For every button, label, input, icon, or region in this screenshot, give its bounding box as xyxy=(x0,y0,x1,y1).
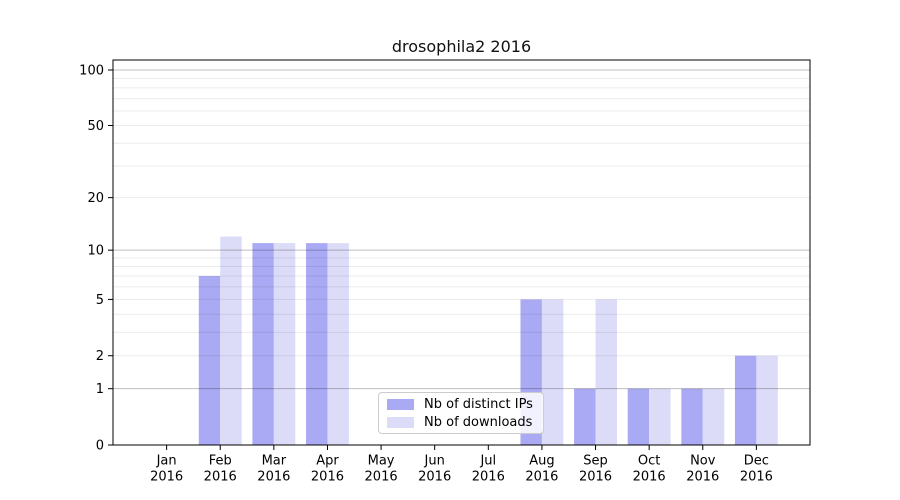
legend-item-downloads: Nb of downloads xyxy=(387,415,533,430)
svg-text:2016: 2016 xyxy=(204,470,237,485)
svg-text:Apr: Apr xyxy=(316,454,339,469)
svg-text:2016: 2016 xyxy=(686,470,719,485)
svg-text:Aug: Aug xyxy=(529,454,554,469)
svg-text:100: 100 xyxy=(79,64,104,79)
svg-text:10: 10 xyxy=(87,244,104,259)
svg-text:Jun: Jun xyxy=(424,454,445,469)
chart-title: drosophila2 2016 xyxy=(391,37,532,56)
svg-text:Oct: Oct xyxy=(638,454,660,469)
svg-text:Feb: Feb xyxy=(209,454,232,469)
svg-text:Mar: Mar xyxy=(262,454,287,469)
svg-text:Sep: Sep xyxy=(583,454,608,469)
svg-text:20: 20 xyxy=(87,191,104,206)
svg-text:2016: 2016 xyxy=(579,470,612,485)
svg-text:5: 5 xyxy=(96,293,104,308)
svg-text:50: 50 xyxy=(87,119,104,134)
svg-text:2: 2 xyxy=(96,349,104,364)
svg-text:2016: 2016 xyxy=(525,470,558,485)
svg-text:2016: 2016 xyxy=(418,470,451,485)
legend-label-downloads: Nb of downloads xyxy=(424,414,533,430)
svg-text:2016: 2016 xyxy=(311,470,344,485)
svg-text:2016: 2016 xyxy=(740,470,773,485)
legend-swatch-distinct-ips xyxy=(387,398,414,410)
svg-text:0: 0 xyxy=(96,439,104,454)
svg-text:Jul: Jul xyxy=(479,454,496,469)
svg-text:2016: 2016 xyxy=(633,470,666,485)
svg-text:Jan: Jan xyxy=(156,454,177,469)
svg-text:2016: 2016 xyxy=(150,470,183,485)
svg-text:2016: 2016 xyxy=(257,470,290,485)
legend-item-distinct-ips: Nb of distinct IPs xyxy=(387,397,533,412)
legend-box: Nb of distinct IPs Nb of downloads xyxy=(378,392,544,434)
svg-text:2016: 2016 xyxy=(472,470,505,485)
svg-text:Nov: Nov xyxy=(690,454,716,469)
svg-text:Dec: Dec xyxy=(744,454,769,469)
legend-swatch-downloads xyxy=(387,416,414,428)
legend-label-distinct-ips: Nb of distinct IPs xyxy=(424,396,533,412)
svg-text:1: 1 xyxy=(96,382,104,397)
svg-text:2016: 2016 xyxy=(365,470,398,485)
svg-text:May: May xyxy=(368,454,395,469)
